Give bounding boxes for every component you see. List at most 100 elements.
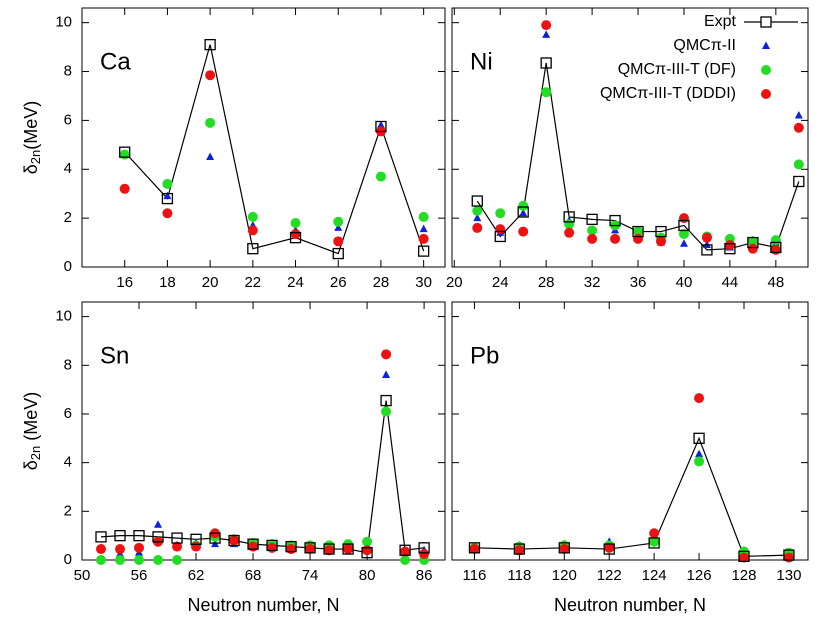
circle-marker	[162, 208, 173, 219]
circle-marker	[162, 178, 173, 189]
x-tick-label: 128	[731, 567, 756, 584]
expt-marker	[304, 542, 316, 554]
x-axis-label: Neutron number, N	[554, 595, 706, 615]
circle-marker	[495, 208, 506, 219]
y-label-unit: (MeV)	[21, 101, 41, 150]
circle-marker	[770, 235, 781, 246]
y-axis-label: δ2n(MeV)	[21, 101, 44, 175]
y-label-symbol: δ	[21, 164, 41, 174]
circle-marker	[724, 240, 735, 251]
x-tick-label: 20	[202, 274, 219, 291]
circle-marker	[362, 536, 373, 547]
y-tick-label: 10	[55, 308, 72, 325]
circle-marker	[381, 406, 392, 417]
circle-marker	[375, 171, 386, 182]
x-tick-label: 26	[330, 274, 347, 291]
expt-marker	[701, 244, 713, 256]
expt-marker	[285, 540, 297, 553]
circle-marker	[418, 211, 429, 222]
triangle-marker	[679, 239, 688, 247]
expt-marker	[266, 539, 278, 552]
circle-marker	[747, 236, 758, 247]
x-tick-label: 122	[597, 567, 622, 584]
circle-marker	[495, 224, 506, 235]
expt-marker	[133, 530, 145, 542]
circle-marker	[610, 233, 621, 244]
circle-marker	[472, 205, 483, 216]
y-label-subscript: 2n	[28, 446, 43, 460]
x-tick-label: 80	[359, 567, 376, 584]
triangle-marker	[519, 208, 528, 217]
expt-marker	[655, 225, 667, 238]
x-tick-label: 62	[188, 567, 205, 584]
y-tick-label: 4	[64, 454, 72, 471]
expt-marker	[152, 531, 164, 543]
x-tick-label: 86	[416, 567, 433, 584]
circle-marker	[678, 213, 689, 224]
x-tick-label: 24	[492, 274, 509, 291]
y-label-symbol: δ	[21, 460, 41, 470]
x-tick-label: 28	[373, 274, 390, 291]
circle-marker	[172, 541, 183, 552]
x-tick-label: 120	[552, 567, 577, 584]
circle-marker	[267, 542, 278, 553]
y-tick-label: 8	[64, 62, 72, 79]
circle-marker	[770, 244, 781, 255]
expt-marker	[513, 543, 526, 555]
circle-marker	[96, 555, 107, 565]
circle-marker	[290, 229, 301, 240]
expt-marker	[95, 531, 107, 543]
circle-marker	[400, 555, 411, 565]
circle-marker	[472, 222, 483, 233]
legend-label: Expt	[704, 13, 737, 30]
x-tick-label: 30	[415, 274, 432, 291]
expt-marker	[342, 543, 354, 555]
x-tick-label: 16	[116, 274, 133, 291]
expt-marker	[417, 245, 430, 257]
triangle-marker	[794, 111, 803, 119]
circle-marker	[694, 456, 705, 467]
y-tick-label: 4	[64, 160, 72, 177]
circle-marker	[333, 236, 344, 247]
expt-marker	[693, 432, 705, 444]
circle-marker	[191, 541, 202, 552]
x-tick-label: 28	[538, 274, 555, 291]
circle-marker	[305, 544, 316, 555]
expt-marker	[738, 550, 750, 562]
expt-marker	[494, 230, 506, 243]
x-tick-label: 116	[462, 567, 486, 584]
circle-marker	[400, 546, 411, 557]
circle-marker	[119, 149, 130, 160]
circle-marker	[343, 544, 354, 555]
panel-label: Ca	[100, 48, 131, 75]
expt-marker	[586, 213, 598, 226]
circle-marker	[290, 218, 301, 229]
panel: 116 118 120 122 124 126 128 130 Pb Neutron number…	[451, 301, 809, 615]
plot-frame	[451, 7, 809, 268]
x-tick-label: 68	[245, 567, 262, 584]
expt-marker	[558, 542, 570, 554]
legend-marker	[761, 89, 771, 99]
y-tick-label: 10	[55, 14, 72, 31]
circle-marker	[633, 233, 644, 244]
x-tick-label: 44	[722, 274, 739, 291]
expt-marker	[724, 243, 736, 255]
triangle-marker	[695, 449, 704, 458]
circle-marker	[134, 542, 145, 553]
circle-marker	[247, 225, 258, 236]
y-tick-label: 6	[64, 405, 72, 422]
y-tick-label: 0	[64, 258, 72, 275]
x-tick-label: 130	[776, 567, 801, 584]
expt-marker	[247, 243, 259, 255]
circle-marker	[469, 544, 480, 555]
expt-marker	[119, 146, 131, 158]
circle-marker	[747, 243, 758, 254]
circle-marker	[694, 393, 705, 404]
y-label-subscript: 2n	[28, 150, 43, 164]
plot-frame	[81, 301, 446, 561]
expt-marker	[770, 241, 782, 254]
circle-marker	[115, 555, 126, 565]
